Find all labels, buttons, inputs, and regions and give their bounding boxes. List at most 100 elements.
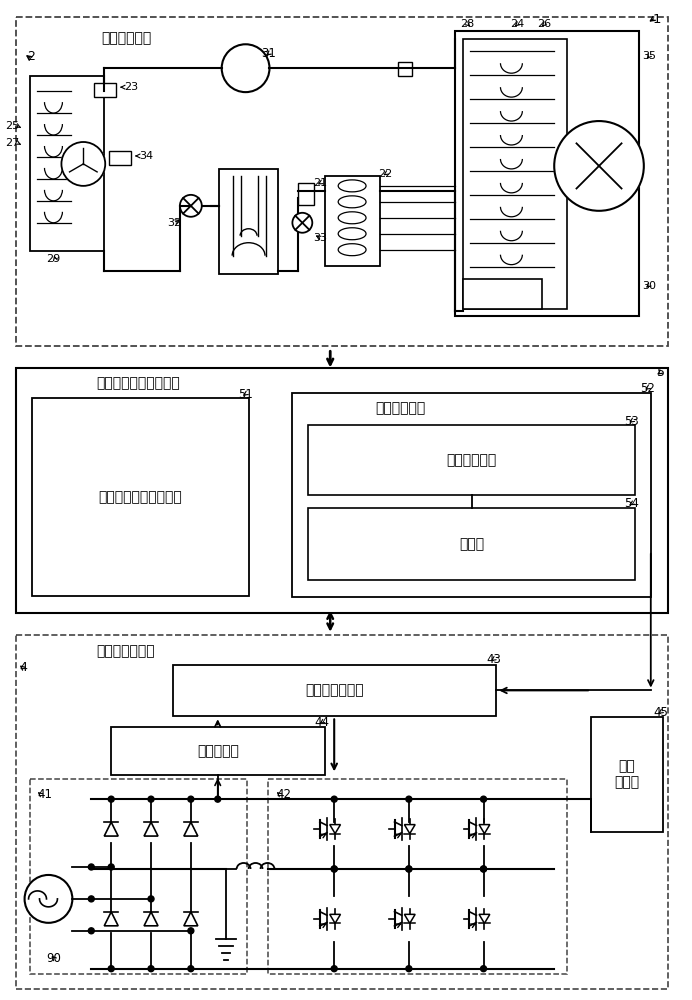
Text: 31: 31 (261, 47, 276, 60)
Circle shape (89, 864, 94, 870)
Circle shape (293, 213, 312, 233)
Bar (109, 151, 131, 165)
Text: 90: 90 (46, 952, 61, 965)
Text: 逃变器控制设备: 逃变器控制设备 (305, 683, 363, 697)
Text: 34: 34 (139, 151, 153, 161)
Text: 电压检测器: 电压检测器 (197, 744, 239, 758)
Polygon shape (329, 825, 340, 834)
Text: 33: 33 (313, 233, 327, 243)
Text: 4: 4 (19, 661, 28, 674)
Circle shape (89, 928, 94, 934)
Polygon shape (329, 914, 340, 923)
Text: 41: 41 (37, 788, 53, 801)
Bar (309, 508, 635, 580)
Text: 冷冻循环系统: 冷冻循环系统 (101, 31, 152, 45)
Circle shape (406, 966, 412, 972)
Bar (325, 176, 380, 266)
Polygon shape (404, 825, 415, 834)
Bar (455, 31, 639, 316)
Circle shape (480, 966, 486, 972)
Circle shape (331, 866, 337, 872)
Bar (309, 425, 635, 495)
Circle shape (188, 928, 194, 934)
Text: 32: 32 (167, 218, 181, 228)
Bar (463, 279, 543, 309)
Circle shape (480, 866, 486, 872)
Bar (268, 779, 567, 974)
Polygon shape (184, 912, 198, 926)
Text: 21: 21 (313, 178, 327, 188)
Text: 冷冻循环系统控制设备: 冷冻循环系统控制设备 (98, 490, 182, 504)
Text: 35: 35 (641, 51, 656, 61)
Bar (16, 635, 668, 989)
Text: 逃变器驱动装置: 逃变器驱动装置 (96, 645, 155, 659)
Circle shape (25, 875, 73, 923)
Text: 29: 29 (46, 254, 61, 264)
Polygon shape (479, 914, 490, 923)
Circle shape (480, 796, 486, 802)
Circle shape (221, 44, 269, 92)
Text: 24: 24 (510, 19, 525, 29)
Bar (16, 368, 668, 613)
Text: 25: 25 (6, 121, 19, 131)
Circle shape (215, 796, 221, 802)
Polygon shape (184, 822, 198, 836)
Text: 26: 26 (537, 19, 552, 29)
Text: 42: 42 (277, 788, 291, 801)
Bar (94, 83, 116, 97)
Bar (30, 779, 246, 974)
Polygon shape (144, 822, 158, 836)
Bar (173, 665, 496, 716)
Text: 45: 45 (653, 706, 668, 719)
Bar (398, 62, 412, 76)
Text: 除霜判断设备: 除霜判断设备 (446, 453, 497, 467)
Circle shape (331, 866, 337, 872)
Bar (111, 727, 325, 775)
Circle shape (108, 796, 114, 802)
Text: 23: 23 (124, 82, 138, 92)
Text: 控制部: 控制部 (459, 537, 484, 551)
Circle shape (554, 121, 644, 211)
Polygon shape (479, 825, 490, 834)
Bar (219, 169, 278, 274)
Circle shape (331, 796, 337, 802)
Text: 52: 52 (640, 382, 655, 395)
Bar (293, 393, 650, 597)
Bar (32, 398, 248, 596)
Bar (30, 76, 104, 251)
Circle shape (89, 896, 94, 902)
Circle shape (406, 796, 412, 802)
Text: 5: 5 (657, 366, 665, 379)
Text: 冷冻循环系统控制装置: 冷冻循环系统控制装置 (96, 376, 180, 390)
Circle shape (331, 966, 337, 972)
Text: 30: 30 (641, 281, 656, 291)
Text: 27: 27 (6, 138, 19, 148)
Text: 22: 22 (378, 169, 392, 179)
Bar (591, 717, 663, 832)
Circle shape (406, 866, 412, 872)
Circle shape (406, 866, 412, 872)
Polygon shape (144, 912, 158, 926)
Text: 43: 43 (486, 653, 501, 666)
Text: 1: 1 (653, 13, 661, 26)
Circle shape (188, 966, 194, 972)
Circle shape (148, 966, 154, 972)
Text: 除霜控制设备: 除霜控制设备 (375, 401, 425, 415)
Text: 2: 2 (28, 50, 35, 63)
Polygon shape (404, 914, 415, 923)
Circle shape (480, 866, 486, 872)
Bar (463, 39, 567, 309)
Text: 54: 54 (624, 497, 639, 510)
Text: 53: 53 (624, 415, 639, 428)
Polygon shape (104, 822, 118, 836)
Circle shape (148, 896, 154, 902)
Circle shape (148, 796, 154, 802)
Circle shape (188, 796, 194, 802)
Text: 28: 28 (460, 19, 475, 29)
Text: 电流
检测器: 电流 检测器 (614, 759, 639, 789)
Circle shape (108, 864, 114, 870)
Bar (298, 183, 314, 205)
Bar (16, 17, 668, 346)
Text: 51: 51 (238, 388, 253, 401)
Circle shape (108, 966, 114, 972)
